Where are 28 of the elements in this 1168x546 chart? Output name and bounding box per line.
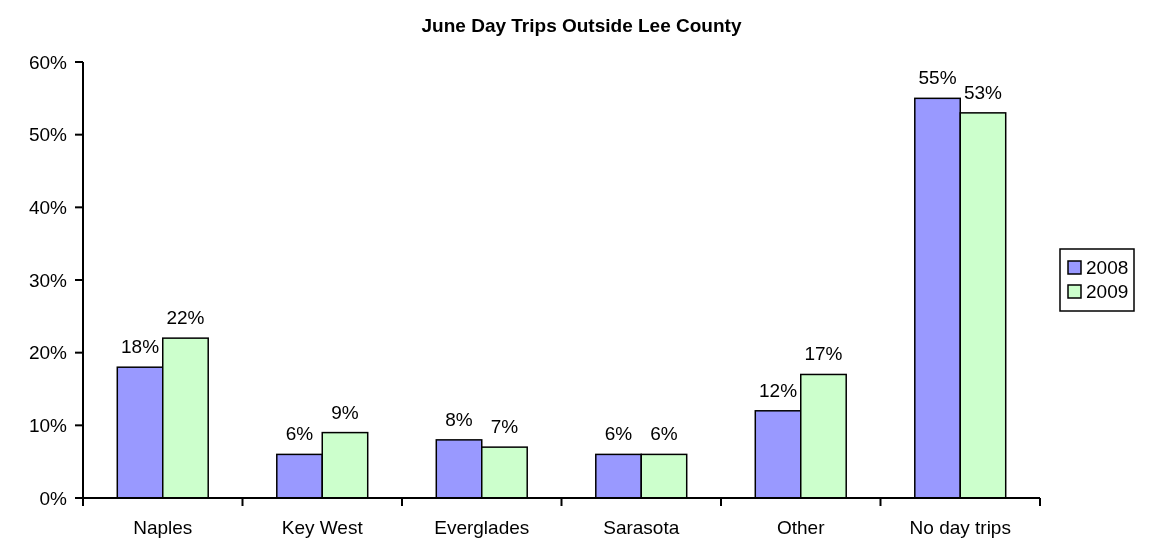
y-tick-label: 50% <box>28 124 68 146</box>
data-label: 9% <box>331 401 359 423</box>
y-tick-label: 10% <box>28 414 68 436</box>
data-label: 7% <box>490 416 519 438</box>
legend-label: 2008 <box>1086 257 1129 279</box>
data-label: 6% <box>650 423 678 445</box>
chart-title: June Day Trips Outside Lee County <box>421 15 742 36</box>
data-label: 18% <box>121 336 160 358</box>
data-label: 22% <box>166 307 205 329</box>
x-tick-label: Naples <box>133 517 193 538</box>
legend-label: 2009 <box>1086 281 1129 303</box>
x-tick-label: Key West <box>281 517 364 538</box>
x-tick-label: No day trips <box>909 517 1011 538</box>
data-label: 17% <box>804 343 843 365</box>
y-tick-label: 60% <box>28 51 68 73</box>
data-label: 6% <box>285 423 314 445</box>
x-tick-label: Everglades <box>434 517 530 538</box>
data-label: 55% <box>918 67 957 89</box>
x-tick-label: Sarasota <box>603 517 680 538</box>
y-tick-label: 20% <box>28 342 68 364</box>
y-tick-label: 0% <box>39 487 68 509</box>
data-label: 53% <box>963 81 1003 103</box>
y-tick-label: 30% <box>28 269 68 291</box>
data-label: 8% <box>445 408 473 430</box>
data-label: 12% <box>759 379 798 401</box>
y-tick-label: 40% <box>28 196 68 218</box>
x-tick-label: Other <box>776 517 826 538</box>
data-label: 6% <box>604 423 633 445</box>
